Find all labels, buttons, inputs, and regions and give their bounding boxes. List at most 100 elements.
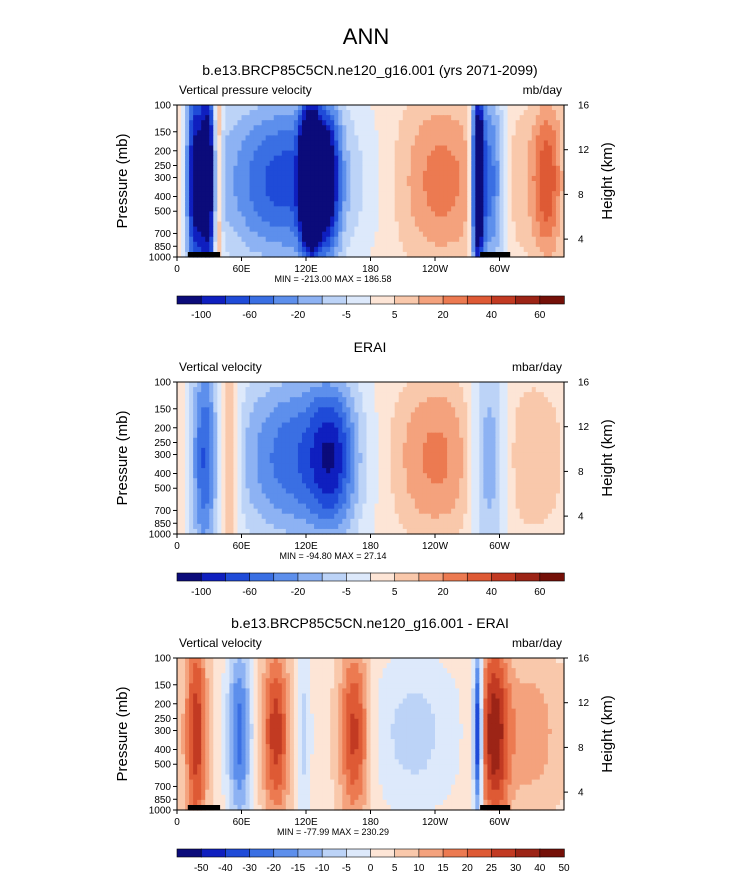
- heatmap-cell: [386, 463, 392, 469]
- heatmap-cell: [515, 412, 521, 419]
- heatmap-cell: [346, 236, 351, 243]
- heatmap-cell: [209, 206, 214, 212]
- heatmap-cell: [443, 105, 448, 111]
- heatmap-cell: [221, 452, 226, 459]
- heatmap-cell: [334, 186, 339, 192]
- heatmap-cell: [233, 120, 239, 126]
- heatmap-cell: [245, 221, 251, 228]
- heatmap-cell: [358, 236, 364, 243]
- heatmap-cell: [495, 110, 501, 116]
- heatmap-cell: [193, 115, 198, 121]
- heatmap-cell: [535, 221, 541, 228]
- heatmap-cell: [535, 231, 541, 238]
- heatmap-cell: [519, 447, 525, 454]
- heatmap-cell: [402, 246, 408, 253]
- heatmap-cell: [205, 392, 210, 398]
- heatmap-cell: [378, 130, 384, 136]
- heatmap-cell: [261, 226, 267, 233]
- heatmap-cell: [241, 437, 247, 444]
- heatmap-cell: [273, 150, 279, 157]
- heatmap-cell: [342, 140, 347, 147]
- heatmap-cell: [237, 473, 243, 479]
- heatmap-cell: [281, 216, 287, 223]
- heatmap-cell: [225, 231, 231, 238]
- heatmap-cell: [322, 160, 327, 167]
- heatmap-cell: [439, 155, 444, 162]
- heatmap-cell: [551, 241, 557, 248]
- heatmap-cell: [177, 150, 182, 157]
- heatmap-cell: [213, 387, 218, 393]
- heatmap-cell: [370, 478, 376, 484]
- heatmap-cell: [531, 186, 537, 192]
- heatmap-cell: [281, 478, 287, 484]
- heatmap-cell: [483, 135, 489, 142]
- heatmap-cell: [555, 402, 561, 408]
- heatmap-cell: [378, 478, 384, 484]
- heatmap-cell: [289, 407, 295, 413]
- heatmap-cell: [342, 201, 347, 207]
- heatmap-cell: [277, 130, 283, 136]
- heatmap-cell: [547, 186, 553, 192]
- heatmap-cell: [245, 201, 251, 207]
- heatmap-cell: [515, 463, 521, 469]
- heatmap-cell: [293, 120, 299, 126]
- heatmap-cell: [386, 382, 392, 388]
- heatmap-cell: [221, 221, 226, 228]
- heatmap-cell: [519, 150, 525, 157]
- heatmap-cell: [269, 165, 275, 172]
- heatmap-cell: [306, 432, 311, 439]
- heatmap-cell: [531, 452, 537, 459]
- heatmap-cell: [213, 241, 218, 248]
- heatmap-cell: [386, 246, 392, 253]
- heatmap-cell: [201, 135, 206, 142]
- heatmap-cell: [261, 130, 267, 136]
- heatmap-cell: [479, 221, 484, 228]
- heatmap-cell: [398, 412, 404, 419]
- heatmap-cell: [479, 241, 484, 248]
- heatmap-cell: [483, 478, 489, 484]
- heatmap-cell: [241, 382, 247, 388]
- heatmap-cell: [475, 150, 480, 157]
- heatmap-cell: [394, 105, 400, 111]
- heatmap-cell: [358, 463, 364, 469]
- heatmap-cell: [314, 125, 319, 131]
- heatmap-cell: [201, 150, 206, 157]
- heatmap-cell: [197, 437, 202, 444]
- heatmap-cell: [350, 110, 355, 116]
- heatmap-cell: [523, 447, 529, 454]
- heatmap-cell: [342, 452, 347, 459]
- heatmap-cell: [519, 417, 525, 424]
- heatmap-cell: [289, 452, 295, 459]
- heatmap-cell: [503, 382, 509, 388]
- heatmap-cell: [334, 447, 339, 454]
- heatmap-cell: [358, 145, 364, 152]
- heatmap-cell: [559, 473, 565, 479]
- heatmap-cell: [499, 211, 505, 218]
- heatmap-cell: [475, 196, 480, 202]
- heatmap-cell: [253, 150, 259, 157]
- heatmap-cell: [398, 130, 404, 136]
- heatmap-cell: [382, 216, 388, 223]
- heatmap-cell: [261, 206, 267, 212]
- heatmap-cell: [297, 407, 303, 413]
- heatmap-cell: [422, 432, 428, 439]
- heatmap-cell: [503, 150, 509, 157]
- heatmap-cell: [410, 447, 416, 454]
- heatmap-cell: [547, 115, 553, 121]
- heatmap-cell: [519, 483, 525, 489]
- heatmap-cell: [382, 463, 388, 469]
- heatmap-cell: [225, 125, 231, 131]
- heatmap-cell: [233, 211, 239, 218]
- heatmap-cell: [559, 432, 565, 439]
- heatmap-cell: [487, 206, 493, 212]
- heatmap-cell: [479, 427, 484, 434]
- heatmap-cell: [205, 236, 210, 243]
- heatmap-cell: [547, 412, 553, 419]
- y-tick-label: 100: [154, 101, 171, 112]
- heatmap-cell: [495, 191, 501, 197]
- heatmap-cell: [366, 135, 372, 142]
- heatmap-cell: [543, 447, 549, 454]
- heatmap-cell: [205, 206, 210, 212]
- heatmap-cell: [467, 458, 472, 464]
- heatmap-cell: [463, 387, 468, 393]
